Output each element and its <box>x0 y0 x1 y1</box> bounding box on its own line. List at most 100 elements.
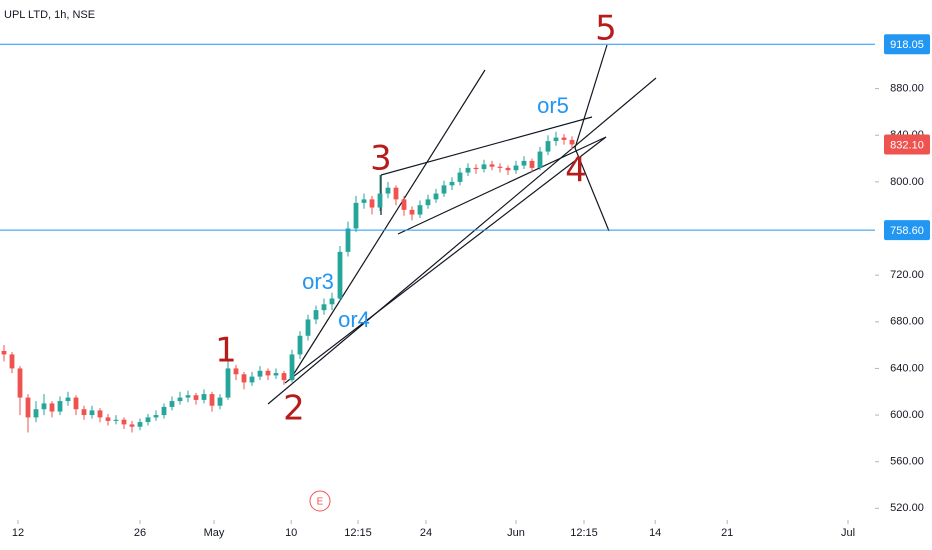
candle-body <box>1 350 7 355</box>
candle-body <box>529 160 535 168</box>
candle-body <box>281 373 287 381</box>
event-marker[interactable] <box>309 490 331 512</box>
event-label[interactable]: E <box>317 497 324 508</box>
candle-body <box>457 172 463 182</box>
candle-body <box>145 417 151 423</box>
y-tick-label: 720.00 <box>890 269 924 281</box>
candle-body <box>329 298 335 305</box>
candle-body <box>201 394 207 400</box>
x-tick-label: 12 <box>12 527 24 539</box>
candle-body <box>521 160 527 166</box>
candle-body <box>321 304 327 311</box>
candle-body <box>137 422 143 427</box>
candle-body <box>105 417 111 421</box>
trend-line <box>397 136 607 235</box>
x-tick-label: May <box>204 527 225 539</box>
candle-body <box>433 193 439 200</box>
candle-body <box>185 395 191 398</box>
candle-body <box>489 164 495 167</box>
candle-body <box>561 137 567 140</box>
y-tick-label: 560.00 <box>890 456 924 468</box>
candle-body <box>481 164 487 170</box>
candle-body <box>273 373 279 376</box>
candle-body <box>569 139 575 145</box>
candle-body <box>385 187 391 194</box>
x-tick-label: 12:15 <box>344 527 372 539</box>
candle-body <box>305 319 311 336</box>
x-tick-label: 24 <box>420 527 432 539</box>
alt-wave-label: or5 <box>537 93 569 118</box>
chart-title: UPL LTD, 1h, NSE <box>4 9 95 21</box>
candle-body <box>65 397 71 402</box>
candle-body <box>193 395 199 400</box>
candle-body <box>361 199 367 203</box>
candle-body <box>41 403 47 410</box>
y-tick-label: 520.00 <box>890 502 924 514</box>
candle-body <box>129 424 135 427</box>
candle-body <box>161 406 167 416</box>
wave-label: 4 <box>565 151 587 191</box>
y-tick-label: 880.00 <box>890 83 924 95</box>
candle-body <box>73 397 79 410</box>
candle-body <box>257 370 263 377</box>
candle-body <box>553 137 559 142</box>
candle-body <box>225 368 231 398</box>
wave-label: 1 <box>215 331 237 371</box>
y-tick-label: 600.00 <box>890 409 924 421</box>
candle-body <box>265 370 271 376</box>
candle-body <box>241 374 247 383</box>
candle-body <box>169 401 175 407</box>
candle-body <box>217 397 223 406</box>
wave-label: 5 <box>595 9 617 49</box>
candle-body <box>233 368 239 375</box>
candle-body <box>153 415 159 418</box>
candle-body <box>9 354 15 369</box>
candle-body <box>177 397 183 402</box>
candle-body <box>337 251 343 299</box>
candle-body <box>89 410 95 416</box>
candle-body <box>409 209 415 215</box>
candle-body <box>465 167 471 173</box>
x-tick-label: 26 <box>134 527 146 539</box>
alt-wave-label: or3 <box>302 269 334 294</box>
candle-body <box>473 167 479 170</box>
candle-body <box>289 354 295 381</box>
x-tick-label: 12:15 <box>570 527 598 539</box>
candle-body <box>505 167 511 171</box>
y-tick-label: 680.00 <box>890 316 924 328</box>
trend-line <box>380 116 593 176</box>
candle-body <box>417 205 423 215</box>
candle-body <box>97 410 103 418</box>
y-tick-label: 800.00 <box>890 176 924 188</box>
candle-body <box>353 202 359 229</box>
candle-body <box>17 368 23 398</box>
x-tick-label: Jun <box>507 527 525 539</box>
wave-label: 2 <box>283 389 305 429</box>
plot <box>1 131 575 433</box>
trend-line <box>574 147 610 232</box>
last-price-label: 832.10 <box>890 139 924 151</box>
trend-line <box>284 136 607 384</box>
y-tick-label: 640.00 <box>890 362 924 374</box>
candle-body <box>401 199 407 210</box>
candle-body <box>377 193 383 208</box>
last-price-box <box>884 134 930 155</box>
candle-body <box>537 151 543 168</box>
candle-body <box>209 394 215 406</box>
candle-body <box>369 199 375 208</box>
candle-body <box>113 419 119 421</box>
candle-body <box>33 409 39 418</box>
candle-body <box>545 141 551 152</box>
candle-body <box>449 181 455 186</box>
x-tick-label: 14 <box>649 527 661 539</box>
price-label-box <box>884 34 930 55</box>
candle-body <box>497 166 503 168</box>
x-tick-label: 10 <box>285 527 297 539</box>
candle-body <box>249 376 255 383</box>
candle-body <box>441 185 447 194</box>
candle-body <box>425 199 431 206</box>
x-tick-label: Jul <box>841 527 855 539</box>
candle-body <box>345 228 351 252</box>
